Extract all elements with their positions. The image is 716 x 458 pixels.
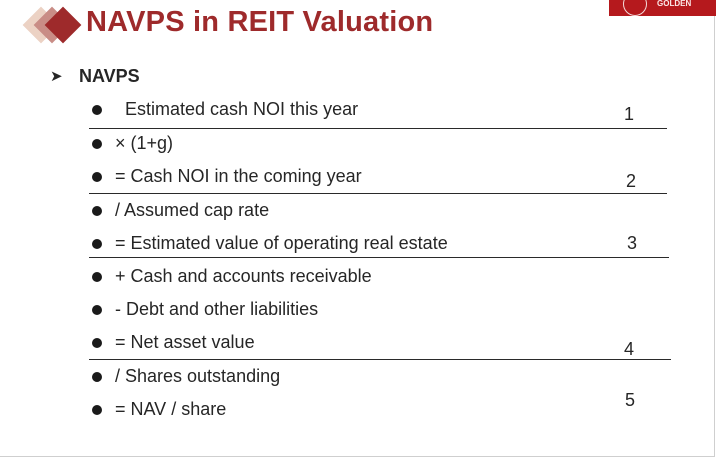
list-item-text: = Estimated value of operating real esta… (115, 233, 448, 253)
divider-line (89, 193, 667, 194)
bullet-icon (92, 272, 102, 282)
section-label: NAVPS (79, 66, 140, 86)
step-number: 4 (624, 339, 635, 359)
divider-line (89, 359, 671, 360)
list-item-text: = Net asset value (115, 332, 255, 352)
list-item: = NAV / share (92, 397, 652, 423)
list-item-text: Estimated cash NOI this year (125, 99, 359, 119)
logo-text: GOLDEN (657, 0, 692, 8)
divider-line (89, 128, 667, 129)
bullet-icon (92, 305, 102, 315)
list-item-text: / Assumed cap rate (115, 200, 270, 220)
page-title: NAVPS in REIT Valuation (86, 6, 434, 38)
bullet-icon (92, 206, 102, 216)
step-number: 1 (624, 104, 635, 124)
bullet-icon (92, 239, 102, 249)
divider-line (89, 257, 669, 258)
bullet-icon (92, 405, 102, 415)
bullet-icon (92, 172, 102, 182)
bullet-icon (92, 105, 102, 115)
list-item: = Net asset value (92, 330, 652, 356)
list-item-text: - Debt and other liabilities (115, 299, 319, 319)
list-item-text: = NAV / share (115, 399, 227, 419)
list-item: = Cash NOI in the coming year (92, 164, 652, 190)
bullet-icon (92, 139, 102, 149)
list-item: Estimated cash NOI this year (92, 97, 652, 123)
list-item-text: = Cash NOI in the coming year (115, 166, 362, 186)
step-number: 3 (627, 233, 638, 253)
list-item: × (1+g) (92, 131, 652, 157)
bullet-icon (92, 372, 102, 382)
list-item-text: / Shares outstanding (115, 366, 281, 386)
step-number: 2 (626, 171, 637, 191)
list-item-text: + Cash and accounts receivable (115, 266, 372, 286)
bullet-icon (92, 338, 102, 348)
list-item-text: × (1+g) (115, 133, 174, 153)
list-item: - Debt and other liabilities (92, 297, 652, 323)
list-item: / Assumed cap rate (92, 198, 652, 224)
list-item: = Estimated value of operating real esta… (92, 231, 652, 257)
list-item: / Shares outstanding (92, 364, 652, 390)
list-item: + Cash and accounts receivable (92, 264, 652, 290)
logo-seal-icon (623, 0, 647, 16)
arrow-right-icon: ➤ (50, 68, 63, 85)
university-logo: GOLDEN (609, 0, 716, 16)
step-number: 5 (625, 390, 636, 410)
